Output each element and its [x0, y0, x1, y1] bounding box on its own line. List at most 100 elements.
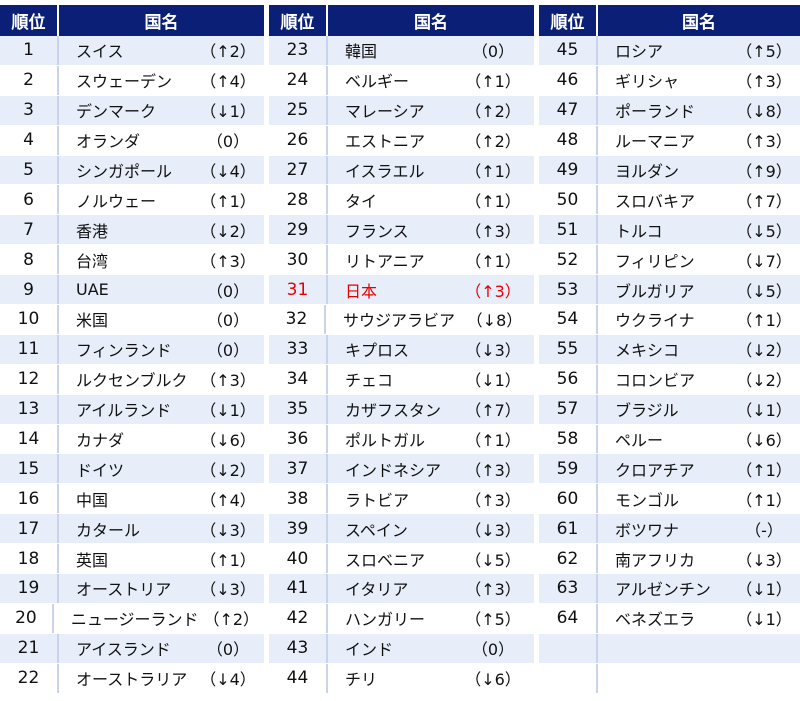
country-cell: ベネズエラ [615, 610, 696, 630]
change-cell: （↓2） [200, 221, 256, 241]
country-cell: 中国 [76, 490, 109, 510]
table-row: 5 シンガポール （↓4） [0, 155, 264, 186]
country-cell: マレーシア [345, 102, 425, 122]
country-cell: スロバキア [615, 191, 696, 211]
header-country: 国名 [414, 13, 448, 33]
ranking-table: 順位 国名 1 スイス （↑2） 2 スウェーデン （↑4） 3 デンマーク （↓1） 4 オランダ… [0, 5, 800, 695]
rank-cell: 15 [0, 454, 59, 484]
rank-cell: 1 [0, 36, 59, 65]
change-cell: （↓1） [200, 401, 256, 421]
country-cell: デンマーク [76, 102, 157, 122]
table-row: 50 スロバキア （↑7） [539, 185, 800, 216]
rank-cell: 12 [0, 364, 59, 394]
change-cell: （↓2） [736, 341, 792, 361]
country-cell: 韓国 [345, 42, 378, 62]
change-cell: （↓3） [465, 520, 521, 540]
change-cell: （↓6） [736, 431, 792, 451]
rank-cell: 61 [539, 514, 598, 544]
rank-cell: 60 [539, 484, 598, 514]
rank-cell: 30 [269, 245, 328, 275]
change-cell: （↑2） [465, 102, 521, 122]
rank-cell: 64 [539, 603, 598, 633]
table-row: 29 フランス （↑3） [269, 215, 534, 246]
change-cell: （↓5） [465, 550, 521, 570]
table-row: 7 香港 （↓2） [0, 215, 264, 246]
country-cell: タイ [345, 191, 378, 211]
country-cell: 台湾 [76, 251, 109, 271]
country-cell: チリ [345, 670, 378, 690]
table-row: 19 オーストリア （↓3） [0, 574, 264, 604]
country-cell: フィリピン [615, 251, 695, 271]
rank-cell: 25 [269, 95, 328, 125]
table-row: 17 カタール （↓3） [0, 514, 264, 545]
table-row: 59 クロアチア （↑1） [539, 454, 800, 485]
table-row: 28 タイ （↑1） [269, 185, 534, 216]
country-cell: ハンガリー [345, 610, 426, 630]
table-row: 6 ノルウェー （↑1） [0, 185, 264, 216]
change-cell: （↑1） [736, 311, 792, 331]
header-rank: 順位 [539, 5, 598, 36]
country-cell: ボツワナ [615, 520, 680, 540]
table-row: 62 南アフリカ （↓3） [539, 544, 800, 575]
table-row: 22 オーストラリア （↓4） [0, 663, 264, 694]
country-cell: ノルウェー [76, 191, 157, 211]
rank-cell: 29 [269, 215, 328, 245]
table-row: 54 ウクライナ （↑1） [539, 305, 800, 335]
rank-cell: 53 [539, 275, 598, 305]
table-row: 44 チリ （↓6） [269, 663, 534, 694]
ranking-panel-3: 順位 国名 45 ロシア （↑5） 46 ギリシャ （↑3） 47 ポーランド （↓8） 48 ルー… [539, 5, 800, 695]
table-row: 10 米国 （0） [0, 305, 264, 335]
rank-cell: 34 [269, 364, 328, 394]
country-cell: トルコ [615, 221, 663, 241]
country-cell: スウェーデン [76, 72, 173, 92]
country-cell: 英国 [76, 550, 109, 570]
rank-cell: 37 [269, 454, 328, 484]
rank-cell: 39 [269, 514, 328, 544]
rank-cell: 2 [0, 65, 59, 95]
header-rank: 順位 [269, 5, 328, 36]
table-row: 53 ブルガリア （↓5） [539, 275, 800, 306]
table-row: 15 ドイツ （↓2） [0, 454, 264, 485]
table-row: 43 インド （0） [269, 633, 534, 664]
rank-cell: 57 [539, 394, 598, 424]
change-cell: （↓1） [465, 371, 521, 391]
rank-cell: 63 [539, 574, 598, 603]
rank-cell: 59 [539, 454, 598, 484]
country-cell: カザフスタン [345, 401, 442, 421]
change-cell: （↓7） [736, 251, 792, 271]
table-row: 26 エストニア （↑2） [269, 125, 534, 156]
change-cell: （↓3） [200, 520, 256, 540]
country-cell: ロシア [615, 42, 664, 62]
country-cell: ラトビア [345, 490, 410, 510]
rank-cell: 38 [269, 484, 328, 514]
change-cell: （↓4） [200, 162, 256, 181]
country-cell: ポルトガル [345, 431, 426, 451]
change-cell: （↓8） [466, 311, 523, 331]
table-row: 13 アイルランド （↓1） [0, 394, 264, 425]
change-cell: （↓3） [465, 341, 521, 361]
change-cell: （↑1） [465, 431, 521, 451]
rank-cell: 47 [539, 95, 598, 125]
country-cell: モンゴル [615, 490, 680, 510]
rank-cell: 13 [0, 394, 59, 424]
rank-cell: 21 [0, 633, 59, 663]
table-row: 18 英国 （↑1） [0, 544, 264, 575]
change-cell: （↓1） [736, 610, 792, 630]
table-row: 49 ヨルダン （↑9） [539, 155, 800, 186]
table-row: 55 メキシコ （↓2） [539, 334, 800, 365]
table-row: 1 スイス （↑2） [0, 36, 264, 66]
table-row: 57 ブラジル （↓1） [539, 394, 800, 425]
rank-cell: 3 [0, 95, 59, 125]
change-cell: （↑1） [465, 251, 521, 271]
country-cell: アルゼンチン [615, 580, 711, 600]
rank-cell: 8 [0, 245, 59, 275]
rank-cell: 10 [0, 305, 59, 334]
rank-cell: 22 [0, 663, 59, 693]
country-cell: UAE [76, 280, 109, 300]
change-cell: （0） [206, 341, 250, 361]
rank-cell: 20 [0, 603, 54, 633]
change-cell: （↑3） [465, 580, 521, 600]
change-cell: （0） [206, 640, 250, 660]
table-row: 31 日本 （↑3） [269, 275, 534, 306]
country-cell: カナダ [76, 431, 125, 451]
